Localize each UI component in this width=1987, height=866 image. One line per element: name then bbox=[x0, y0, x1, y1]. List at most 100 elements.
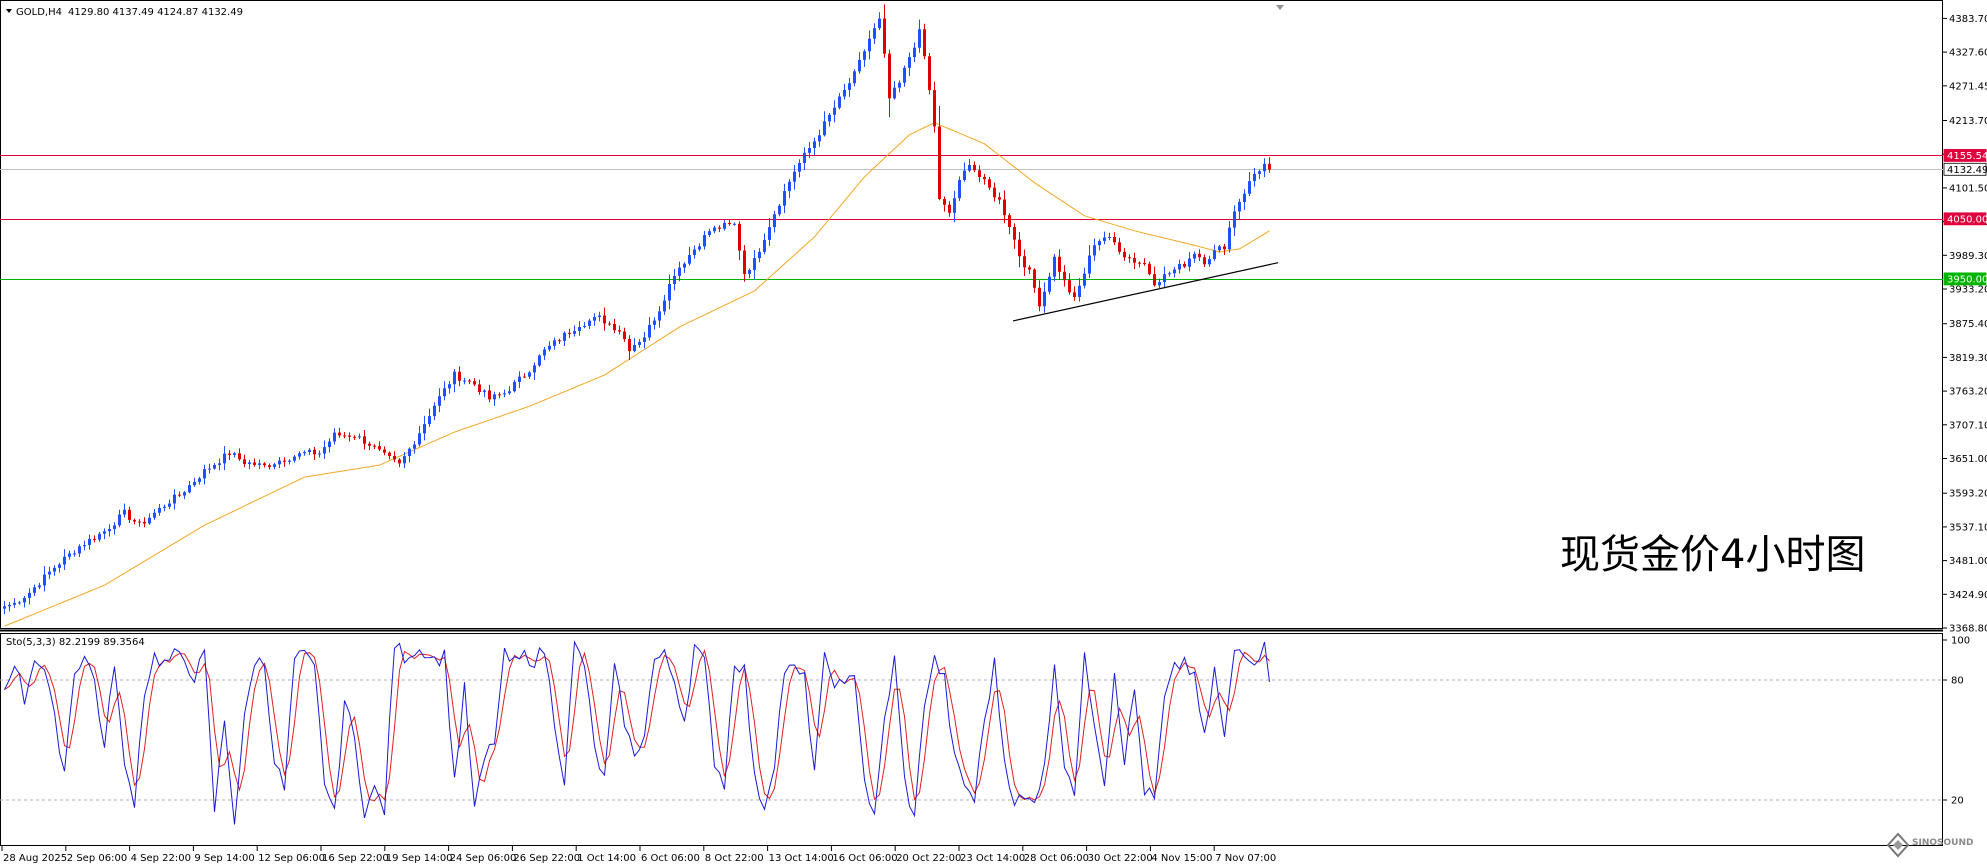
candle-body bbox=[968, 165, 971, 171]
candle-body bbox=[453, 371, 456, 385]
candle-body bbox=[793, 171, 796, 182]
candle-body bbox=[1178, 264, 1181, 270]
candle-body bbox=[123, 509, 126, 515]
candle-body bbox=[693, 249, 696, 256]
candle-body bbox=[1253, 173, 1256, 182]
price-pane-frame bbox=[0, 0, 1943, 629]
candle-body bbox=[153, 512, 156, 518]
candle-body bbox=[3, 606, 6, 609]
candle-body bbox=[673, 275, 676, 285]
candle-body bbox=[448, 384, 451, 389]
candle-body bbox=[133, 519, 136, 522]
symbol-label: GOLD,H4 bbox=[16, 7, 62, 18]
candle-body bbox=[313, 449, 316, 455]
candle-body bbox=[43, 574, 46, 586]
candle-body bbox=[88, 538, 91, 546]
candle-body bbox=[363, 436, 366, 444]
candle-body bbox=[643, 337, 646, 342]
level-badge bbox=[1943, 149, 1987, 162]
candle-body bbox=[1058, 256, 1061, 272]
scroll-marker-icon[interactable] bbox=[1276, 5, 1284, 10]
candle-body bbox=[598, 315, 601, 318]
candle-body bbox=[353, 436, 356, 438]
candle-body bbox=[113, 525, 116, 530]
level-badges: 4155.54 4132.49 4050.00 3950.00 bbox=[1943, 149, 1987, 285]
candle-body bbox=[63, 556, 66, 565]
candle-body bbox=[393, 456, 396, 460]
candle-body bbox=[718, 227, 721, 229]
moving-average bbox=[4, 122, 1270, 627]
candle-body bbox=[658, 311, 661, 321]
candle-body bbox=[783, 191, 786, 206]
candle-body bbox=[378, 446, 381, 450]
candle-body bbox=[483, 390, 486, 392]
candle-body bbox=[1263, 163, 1266, 172]
candle-body bbox=[473, 381, 476, 385]
svg-text:SINOSOUND: SINOSOUND bbox=[1912, 838, 1973, 848]
candle-body bbox=[1083, 273, 1086, 286]
candle-body bbox=[298, 453, 301, 457]
time-tick-label: 9 Sep 14:00 bbox=[194, 853, 254, 864]
candle-body bbox=[918, 29, 921, 48]
candle-body bbox=[1208, 259, 1211, 265]
candle-body bbox=[1228, 227, 1231, 250]
candle-body bbox=[303, 452, 306, 454]
dropdown-triangle-icon[interactable] bbox=[6, 9, 12, 13]
level-badge-label: 3950.00 bbox=[1947, 274, 1987, 285]
candle-body bbox=[513, 381, 516, 392]
candle-body bbox=[548, 345, 551, 350]
candle-body bbox=[213, 464, 216, 469]
candle-body bbox=[678, 267, 681, 276]
candle-body bbox=[1183, 264, 1186, 267]
time-tick-label: 30 Oct 22:00 bbox=[1088, 853, 1153, 864]
candle-body bbox=[1158, 282, 1161, 286]
candle-body bbox=[58, 564, 61, 568]
candle-body bbox=[1073, 292, 1076, 297]
level-badge-label: 4155.54 bbox=[1947, 151, 1987, 162]
candle-body bbox=[1128, 257, 1131, 259]
chart-annotation: 现货金价4小时图 bbox=[1560, 532, 1865, 578]
candle-body bbox=[398, 459, 401, 464]
candle-body bbox=[158, 507, 161, 513]
candle-body bbox=[558, 340, 561, 342]
candle-body bbox=[373, 445, 376, 447]
candle-body bbox=[413, 444, 416, 449]
candle-body bbox=[903, 67, 906, 83]
candle-body bbox=[543, 349, 546, 356]
sto-main-line bbox=[4, 640, 1270, 825]
candle-body bbox=[853, 71, 856, 84]
candle-body bbox=[703, 235, 706, 247]
candle-body bbox=[1068, 280, 1071, 293]
candle-body bbox=[463, 380, 466, 382]
candle-body bbox=[493, 394, 496, 400]
price-tick-label: 4101.50 bbox=[1949, 183, 1987, 194]
candle-body bbox=[128, 509, 131, 520]
candle-body bbox=[468, 380, 471, 382]
candle-body bbox=[333, 432, 336, 442]
candle-body bbox=[808, 148, 811, 153]
candle-body bbox=[1198, 253, 1201, 258]
candle-body bbox=[183, 492, 186, 496]
candle-body bbox=[738, 223, 741, 251]
candle-body bbox=[573, 331, 576, 334]
candle-body bbox=[223, 453, 226, 464]
candle-body bbox=[523, 376, 526, 378]
candle-body bbox=[38, 585, 41, 588]
candle-body bbox=[508, 391, 511, 394]
candle-body bbox=[778, 205, 781, 215]
candle-body bbox=[813, 141, 816, 149]
candle-body bbox=[1048, 276, 1051, 292]
candle-body bbox=[863, 51, 866, 60]
level-badge bbox=[1943, 162, 1987, 176]
candle-body bbox=[163, 506, 166, 508]
candle-body bbox=[948, 204, 951, 213]
candle-body bbox=[118, 514, 121, 526]
sto-signal-line bbox=[4, 649, 1270, 802]
candle-body bbox=[533, 365, 536, 373]
candle-body bbox=[268, 465, 271, 467]
horizontal-levels bbox=[0, 155, 1943, 280]
candle-body bbox=[203, 469, 206, 479]
candle-body bbox=[358, 436, 361, 438]
sto-tick-label: 100 bbox=[1951, 636, 1970, 647]
